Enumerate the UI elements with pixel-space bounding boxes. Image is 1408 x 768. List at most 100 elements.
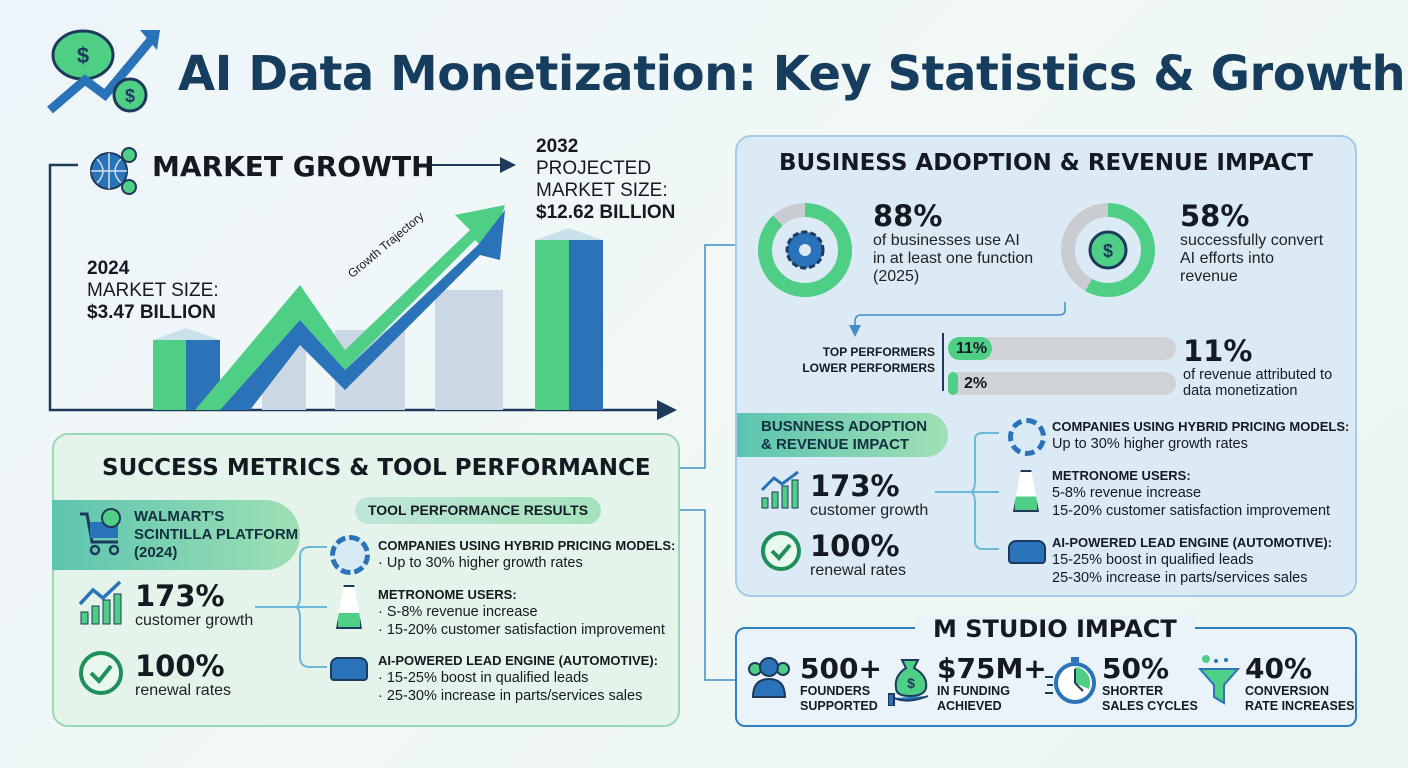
stat-value: 50% [1102,652,1170,685]
stat-label: FOUNDERS [800,684,871,698]
donut1-desc: in at least one function [873,250,1034,267]
stat-value: 40% [1245,652,1313,685]
lower-performers-label: LOWER PERFORMERS [802,361,935,375]
success-growth-stat: 173% customer growth [135,580,253,630]
renewal-label: renewal rates [135,682,232,699]
branch-arrows [935,432,999,550]
business-item-metronome: METRONOME USERS: 5-8% revenue increase 15-… [1052,467,1330,520]
business-item-hybrid: COMPANIES USING HYBRID PRICING MODELS: Up… [1052,418,1349,453]
stat-value: $75M+ [937,652,1047,685]
svg-text:$: $ [77,43,89,68]
projection-year: 2032 [536,136,579,157]
pill-line: BUSNNESS ADOPTION [761,418,928,435]
car-icon [330,657,368,681]
donut-58: $ [1061,203,1155,297]
funnel-icon [1198,655,1240,705]
stat-58: 58% successfully convert AI efforts into re… [1180,200,1323,286]
item-line: · 25-30% increase in parts/services sale… [378,688,643,704]
stat-label: SALES CYCLES [1102,699,1198,713]
market-growth-title: MARKET GROWTH [152,150,435,183]
shopping-cart-icon [80,508,121,556]
check-circle-icon [761,531,801,571]
svg-text:$: $ [907,675,915,691]
car-icon [1008,540,1046,564]
branch-arrows [255,546,327,668]
tool-item-hybrid: COMPANIES USING HYBRID PRICING MODELS: · … [378,537,675,572]
founders-icon [748,657,790,698]
top-bar-fill: 11% [948,337,992,360]
growth-chart-icon [760,470,799,509]
donut2-value: 58% [1180,199,1250,233]
projection-value: $12.62 BILLION [536,202,676,223]
item-line: 15-20% customer satisfaction improvement [1052,503,1331,519]
revenue-stat: 11% of revenue attributed to data monetiza… [1183,335,1332,399]
donut-to-bars-arrow [849,302,1066,337]
renewal-label: renewal rates [810,562,907,579]
stat-label: RATE INCREASES [1245,699,1355,713]
growth-value: 173% [810,469,900,503]
item-line: · 15-20% customer satisfaction improveme… [378,622,665,638]
donut2-desc: revenue [1180,268,1238,285]
lower-performers-bar [948,372,1176,395]
gear-dollar-icon [1008,418,1046,456]
start-value: $3.47 BILLION [87,302,216,323]
page-title: AI Data Monetization: Key Statistics & G… [178,46,1406,102]
globe-gears-icon [90,147,137,195]
m-stat-funding: $75M+ IN FUNDING ACHIEVED [937,654,1047,714]
revenue-value: 11% [1183,334,1253,368]
business-item-lead-engine: AI-POWERED LEAD ENGINE (AUTOMOTIVE): 15-2… [1052,534,1332,587]
business-title: BUSINESS ADOPTION & REVENUE IMPACT [779,150,1313,176]
renewal-value: 100% [810,529,900,563]
business-pill: BUSNNESS ADOPTION & REVENUE IMPACT [737,413,948,457]
tool-item-metronome: METRONOME USERS: · S-8% revenue increase ·… [378,586,665,639]
brain-growth-icon: $ $ [47,29,160,114]
stat-label: CONVERSION [1245,684,1330,698]
revenue-desc: of revenue attributed to [1183,367,1333,383]
item-title: AI-POWERED LEAD ENGINE (AUTOMOTIVE): [378,653,658,668]
growth-trajectory-arrow [195,205,505,410]
success-renewal-stat: 100% renewal rates [135,650,231,700]
tool-item-lead-engine: AI-POWERED LEAD ENGINE (AUTOMOTIVE): · 15… [378,652,658,705]
growth-value: 173% [135,579,225,613]
market-size-2024: 2024 MARKET SIZE: $3.47 BILLION [87,258,219,324]
donut2-desc: successfully convert [1180,232,1324,249]
item-line: · S-8% revenue increase [378,604,538,620]
item-title: METRONOME USERS: [1052,468,1191,483]
donut1-value: 88% [873,199,943,233]
projection-label: PROJECTED [536,158,652,179]
top-performers-label: TOP PERFORMERS [822,345,935,359]
item-title: AI-POWERED LEAD ENGINE (AUTOMOTIVE): [1052,535,1332,550]
business-adoption-panel [735,135,1357,597]
growth-chart-icon [78,580,122,625]
item-title: COMPANIES USING HYBRID PRICING MODELS: [378,538,676,553]
stat-label: SHORTER [1102,684,1164,698]
m-studio-title: M STUDIO IMPACT [915,615,1195,643]
stat-label: ACHIEVED [937,699,1002,713]
start-year: 2024 [87,258,130,279]
stat-label: IN FUNDING [937,684,1010,698]
item-line: 25-30% increase in parts/services sales [1052,570,1308,586]
item-title: METRONOME USERS: [378,587,517,602]
projection-2032: 2032 PROJECTED MARKET SIZE: $12.62 BILLI… [536,136,675,224]
success-title: SUCCESS METRICS & TOOL PERFORMANCE [102,455,651,481]
bar-mid-3 [435,290,503,410]
growth-label: customer growth [135,612,254,629]
stopwatch-icon [1045,657,1096,704]
donut2-desc: AI efforts into [1180,250,1274,267]
donut1-desc: of businesses use AI [873,232,1020,249]
donut-88 [758,203,852,297]
item-line: · Up to 30% higher growth rates [378,555,583,571]
projection-label-2: MARKET SIZE: [536,180,668,201]
lower-bar-label: 2% [964,375,988,392]
business-renewal-stat: 100% renewal rates [810,530,906,580]
svg-text:$: $ [125,86,135,106]
stat-88: 88% of businesses use AI in at least one f… [873,200,1033,286]
donut1-desc: (2025) [873,268,920,285]
bar-2032 [535,228,603,410]
money-bag-hand-icon: $ [888,659,929,706]
m-stat-founders: 500+ FOUNDERS SUPPORTED [800,654,882,714]
item-line: Up to 30% higher growth rates [1052,436,1248,452]
walmart-line3: (2024) [134,544,178,561]
m-stat-conversion: 40% CONVERSION RATE INCREASES [1245,654,1355,714]
